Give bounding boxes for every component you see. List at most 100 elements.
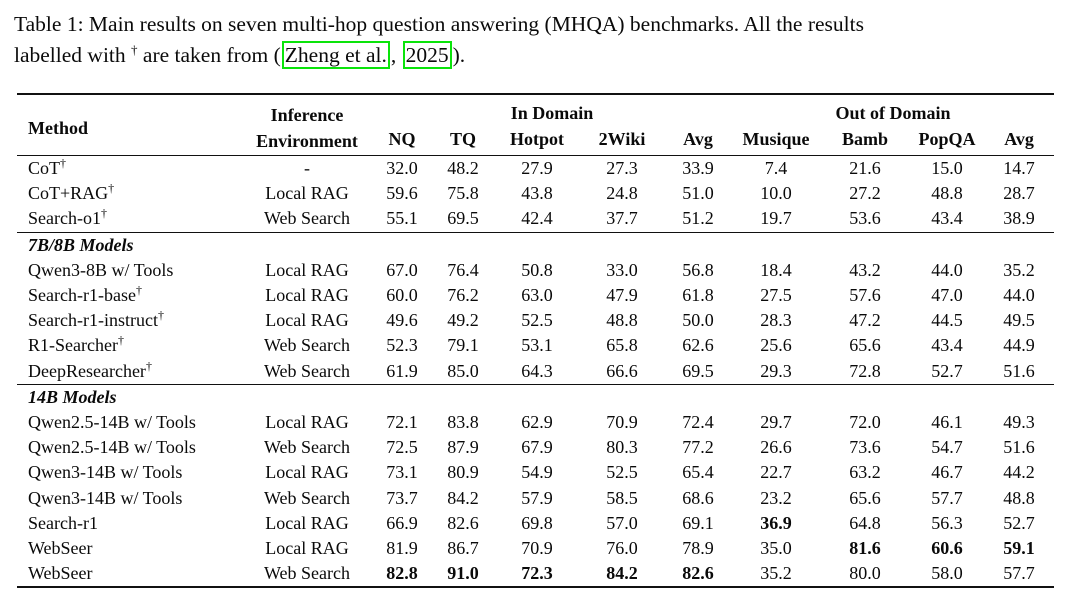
score-cell: 72.4 — [682, 412, 714, 433]
score-cell: 42.4 — [521, 208, 553, 229]
score-cell: 82.8 — [386, 563, 418, 584]
score-cell: 56.3 — [931, 512, 963, 533]
results-table: Method Inference Environment In Domain Ou… — [17, 93, 1055, 589]
score-cell: 69.1 — [682, 512, 714, 533]
column-header-hotpot: Hotpot — [510, 129, 564, 149]
group-heading-label: 14B Models — [17, 383, 1055, 411]
method-name-cell: Qwen3-14B w/ Tools — [28, 487, 183, 508]
score-cell: 57.0 — [606, 512, 638, 533]
score-cell: 60.0 — [386, 285, 418, 306]
table-row: WebSeer Local RAG 81.9 86.7 70.9 76.0 78.9 35.0… — [17, 536, 1054, 561]
group-heading-row: 7B/8B Models — [17, 231, 1055, 258]
score-cell: 49.6 — [386, 310, 418, 331]
table-body: CoT† - 32.0 48.2 27.9 27.3 33.9 7.4 21.6 15.0 14.7… — [17, 156, 1055, 588]
caption-line2-end: ). — [452, 43, 466, 67]
score-cell: 59.1 — [1003, 538, 1035, 559]
score-cell: 7.4 — [764, 158, 788, 178]
score-cell: 49.5 — [1003, 310, 1035, 331]
score-cell: 44.2 — [1003, 462, 1035, 483]
score-cell: 27.5 — [760, 285, 792, 306]
score-cell: 29.3 — [760, 360, 792, 381]
score-cell: 81.9 — [386, 538, 418, 559]
score-cell: 43.8 — [521, 183, 553, 204]
score-cell: 43.4 — [931, 208, 963, 229]
citation-link-year[interactable]: 2025 — [402, 41, 452, 69]
score-cell: 10.0 — [760, 183, 792, 204]
score-cell: 69.8 — [521, 512, 553, 533]
score-cell: 77.2 — [682, 437, 714, 458]
inference-environment-cell: Local RAG — [265, 538, 349, 559]
score-cell: 57.7 — [931, 487, 963, 508]
table-row: R1-Searcher† Web Search 52.3 79.1 53.1 65.8 62… — [17, 333, 1054, 358]
score-cell: 26.6 — [760, 437, 792, 458]
table-row: Qwen2.5-14B w/ Tools Web Search 72.5 87.9 67… — [17, 435, 1054, 460]
table-row: DeepResearcher† Web Search 61.9 85.0 64.3 66.… — [17, 359, 1054, 385]
score-cell: 29.7 — [760, 412, 792, 433]
method-name-cell: Search-o1† — [28, 206, 107, 229]
score-cell: 64.3 — [521, 360, 553, 381]
inference-environment-cell: Local RAG — [265, 462, 349, 483]
score-cell: 27.3 — [606, 158, 638, 178]
score-cell: 14.7 — [1003, 158, 1035, 178]
score-cell: 66.6 — [606, 360, 638, 381]
table-row: Qwen3-14B w/ Tools Local RAG 73.1 80.9 54.9 5… — [17, 460, 1054, 485]
table-row: WebSeer Web Search 82.8 91.0 72.3 84.2 82.6 35.… — [17, 561, 1054, 587]
score-cell: 70.9 — [521, 538, 553, 559]
score-cell: 73.1 — [386, 462, 418, 483]
method-name-cell: WebSeer — [28, 538, 93, 559]
column-header-popqa: PopQA — [918, 129, 976, 149]
inference-environment-cell: Local RAG — [265, 512, 349, 533]
citation-link-author[interactable]: Zheng et al. — [281, 41, 390, 69]
table-row: Search-r1-instruct† Local RAG 49.6 49.2 52.5… — [17, 308, 1054, 333]
score-cell: 72.5 — [386, 437, 418, 458]
score-cell: 68.6 — [682, 487, 714, 508]
score-cell: 46.7 — [931, 462, 963, 483]
score-cell: 46.1 — [931, 412, 963, 433]
score-cell: 64.8 — [849, 512, 881, 533]
table-header: Method Inference Environment In Domain Ou… — [17, 94, 1055, 156]
column-header-nq: NQ — [388, 129, 416, 149]
inference-environment-cell: Web Search — [263, 487, 350, 508]
score-cell: 58.0 — [931, 563, 963, 584]
method-name-cell: Search-r1-base† — [28, 283, 142, 306]
score-cell: 78.9 — [682, 538, 714, 559]
score-cell: 63.0 — [521, 285, 553, 306]
score-cell: 62.6 — [682, 335, 714, 356]
score-cell: 58.5 — [606, 487, 638, 508]
score-cell: 72.8 — [849, 360, 881, 381]
score-cell: 80.0 — [849, 563, 881, 584]
method-name-cell: Qwen3-8B w/ Tools — [28, 259, 174, 280]
score-cell: 62.9 — [521, 412, 553, 433]
score-cell: 83.8 — [447, 412, 479, 433]
method-name-cell: Qwen3-14B w/ Tools — [28, 462, 183, 483]
score-cell: 66.9 — [386, 512, 418, 533]
score-cell: 44.5 — [931, 310, 963, 331]
score-cell: 57.9 — [521, 487, 553, 508]
dagger-footnote-mark: † — [145, 358, 152, 373]
score-cell: 56.8 — [682, 259, 714, 280]
score-cell: 47.9 — [606, 285, 638, 306]
inference-environment-cell: Web Search — [263, 208, 350, 229]
score-cell: 84.2 — [447, 487, 479, 508]
method-name-cell: CoT† — [28, 156, 67, 178]
caption-line2-prefix: labelled with — [14, 43, 132, 67]
column-group-in-domain: In Domain — [510, 103, 594, 123]
dagger-footnote-mark: † — [108, 181, 115, 196]
score-cell: 28.3 — [760, 310, 792, 331]
score-cell: 72.1 — [386, 412, 418, 433]
dagger-footnote-mark: † — [135, 283, 142, 298]
dagger-footnote-mark: † — [60, 156, 67, 170]
score-cell: 70.9 — [606, 412, 638, 433]
column-header-tq: TQ — [449, 129, 476, 149]
column-header-2wiki: 2Wiki — [598, 129, 646, 149]
score-cell: 82.6 — [447, 512, 479, 533]
table-row: Search-o1† Web Search 55.1 69.5 42.4 37.7 51.2… — [17, 206, 1054, 232]
score-cell: 75.8 — [447, 183, 479, 204]
score-cell: 44.0 — [931, 259, 963, 280]
score-cell: 48.8 — [931, 183, 963, 204]
score-cell: 57.6 — [849, 285, 881, 306]
score-cell: 33.0 — [606, 259, 638, 280]
score-cell: 81.6 — [849, 538, 881, 559]
score-cell: 82.6 — [682, 563, 714, 584]
score-cell: 33.9 — [682, 158, 714, 178]
